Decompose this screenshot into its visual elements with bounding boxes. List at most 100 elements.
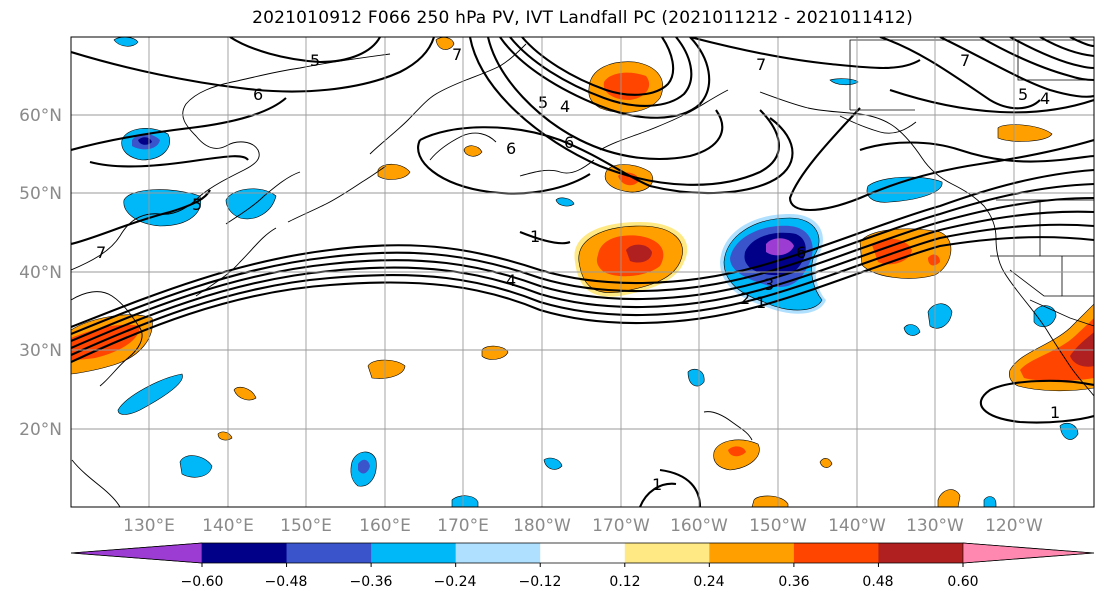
contour-label: 5 xyxy=(192,195,202,214)
contour-label: 1 xyxy=(530,227,540,246)
lon-label: 170°W xyxy=(592,516,650,536)
colorbar-tick-label: 0.48 xyxy=(862,574,893,590)
anomaly-blob xyxy=(463,145,483,157)
coastline xyxy=(369,43,527,155)
coastline xyxy=(195,227,277,297)
colorbar-tick-label: −0.48 xyxy=(265,574,308,590)
latitude-labels: 60°N 50°N 40°N 30°N 20°N xyxy=(19,106,62,440)
contour-line xyxy=(1039,37,1094,58)
coastline xyxy=(839,115,917,134)
lon-label: 150°W xyxy=(749,516,807,536)
coastlines xyxy=(71,43,1094,507)
lat-label: 50°N xyxy=(19,184,62,204)
contour-line xyxy=(639,482,677,507)
contour-line xyxy=(521,37,675,96)
border-line xyxy=(1009,269,1062,297)
contour-line xyxy=(509,37,693,107)
contour-line xyxy=(89,155,249,168)
anomaly-blob xyxy=(829,78,859,86)
contour-label: 5 xyxy=(538,93,548,112)
border-line xyxy=(1029,299,1094,327)
colorbar-swatch xyxy=(202,543,288,563)
lat-label: 60°N xyxy=(19,106,62,126)
anomaly-blob xyxy=(367,359,406,379)
anomaly-blob xyxy=(1020,318,1094,381)
contour-label: 4 xyxy=(560,97,570,116)
map-title: 2021010912 F066 250 hPa PV, IVT Landfall… xyxy=(252,8,913,28)
contour-line xyxy=(859,141,1094,163)
colorbar-tick-label: 0.36 xyxy=(778,574,809,590)
lon-label: 130°E xyxy=(123,516,175,536)
lat-label: 40°N xyxy=(19,263,62,283)
colorbar-tick-label: −0.60 xyxy=(181,574,224,590)
contour-line xyxy=(71,168,1094,328)
anomaly-blob xyxy=(687,369,705,387)
colorbar-tick-label: −0.24 xyxy=(434,574,477,590)
lon-label: 180°W xyxy=(513,516,571,536)
contour-line xyxy=(879,37,1041,110)
contour-line xyxy=(889,89,1094,114)
contour-label: 6 xyxy=(796,243,806,262)
negative-anomaly-shading xyxy=(113,37,1079,507)
lon-label: 160°E xyxy=(359,516,411,536)
colorbar-tick-label: 0.24 xyxy=(693,574,724,590)
contour-line xyxy=(486,37,724,160)
colorbar-extend-low xyxy=(70,542,203,564)
anomaly-blob xyxy=(543,457,563,470)
contour-label: 2 xyxy=(740,289,750,308)
anomaly-blob xyxy=(1033,305,1057,328)
colorbar-swatch xyxy=(793,543,879,563)
anomaly-blob xyxy=(618,172,640,186)
contour-line xyxy=(689,37,921,70)
border-line xyxy=(849,39,1094,110)
contour-label: 5 xyxy=(1018,85,1028,104)
contour-line xyxy=(71,97,287,152)
contour-label: 7 xyxy=(960,51,970,70)
contour-line xyxy=(979,37,1094,82)
anomaly-blob xyxy=(983,496,997,507)
colorbar: −0.60 −0.48 −0.36 −0.24 −0.12 0.12 0.24 … xyxy=(70,542,1095,590)
colorbar-swatch xyxy=(709,543,795,563)
lon-label: 150°E xyxy=(280,516,332,536)
anomaly-blob xyxy=(819,458,833,468)
anomaly-blob xyxy=(866,176,943,203)
anomaly-blob xyxy=(728,446,746,457)
lon-label: 160°W xyxy=(670,516,728,536)
colorbar-tick-label: 0.60 xyxy=(947,574,978,590)
contour-label: 1 xyxy=(756,293,766,312)
coastline xyxy=(703,411,753,441)
contour-line xyxy=(499,37,711,119)
contour-labels: 5 6 7 7 5 4 6 6 7 5 5 4 1 4 6 3 2 1 7 1 xyxy=(96,45,1060,494)
contour-label: 5 xyxy=(310,51,320,70)
anomaly-blob xyxy=(179,455,213,478)
map-panel: 5 6 7 7 5 4 6 6 7 5 5 4 1 4 6 3 2 1 7 1 xyxy=(70,36,1095,508)
contour-label: 7 xyxy=(96,243,106,262)
colorbar-swatch xyxy=(624,543,710,563)
contour-line xyxy=(229,37,381,64)
anomaly-blob xyxy=(233,386,257,401)
coastline xyxy=(71,291,143,387)
anomaly-blob xyxy=(903,324,921,336)
contour-line xyxy=(71,210,1094,349)
coastline xyxy=(759,91,1094,397)
contour-line xyxy=(1069,37,1094,48)
coastline xyxy=(519,159,595,177)
lon-label: 170°E xyxy=(437,516,489,536)
contour-line xyxy=(419,117,794,195)
contour-line xyxy=(788,107,1094,212)
colorbar-tick-label: 0.12 xyxy=(609,574,640,590)
lat-label: 20°N xyxy=(19,420,62,440)
contour-label: 6 xyxy=(253,85,263,104)
longitude-labels: 130°E 140°E 150°E 160°E 170°E 180°W 170°… xyxy=(123,516,1043,536)
anomaly-blob xyxy=(555,197,575,207)
colorbar-swatch xyxy=(540,543,626,563)
colorbar-tick-label: −0.36 xyxy=(350,574,393,590)
anomaly-blob xyxy=(937,489,961,507)
anomaly-blob xyxy=(113,37,139,47)
border-line xyxy=(1017,40,1094,81)
contour-label: 4 xyxy=(1040,89,1050,108)
contour-line xyxy=(519,231,571,245)
contour-label: 7 xyxy=(756,55,766,74)
contour-line xyxy=(939,37,1094,98)
